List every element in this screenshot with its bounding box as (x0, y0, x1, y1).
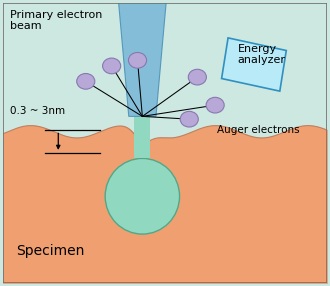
Polygon shape (134, 116, 150, 158)
Circle shape (77, 74, 95, 89)
Text: Primary electron
beam: Primary electron beam (10, 10, 102, 31)
Polygon shape (118, 0, 167, 116)
Circle shape (188, 69, 206, 85)
Text: Auger electrons: Auger electrons (217, 125, 299, 135)
Polygon shape (222, 38, 286, 91)
Ellipse shape (105, 158, 180, 234)
Text: 0.3 ~ 3nm: 0.3 ~ 3nm (10, 106, 65, 116)
Circle shape (128, 52, 147, 68)
Text: Specimen: Specimen (16, 244, 84, 258)
Circle shape (103, 58, 121, 74)
Circle shape (206, 97, 224, 113)
Text: Energy
analyzer: Energy analyzer (238, 43, 286, 65)
Circle shape (180, 111, 198, 127)
